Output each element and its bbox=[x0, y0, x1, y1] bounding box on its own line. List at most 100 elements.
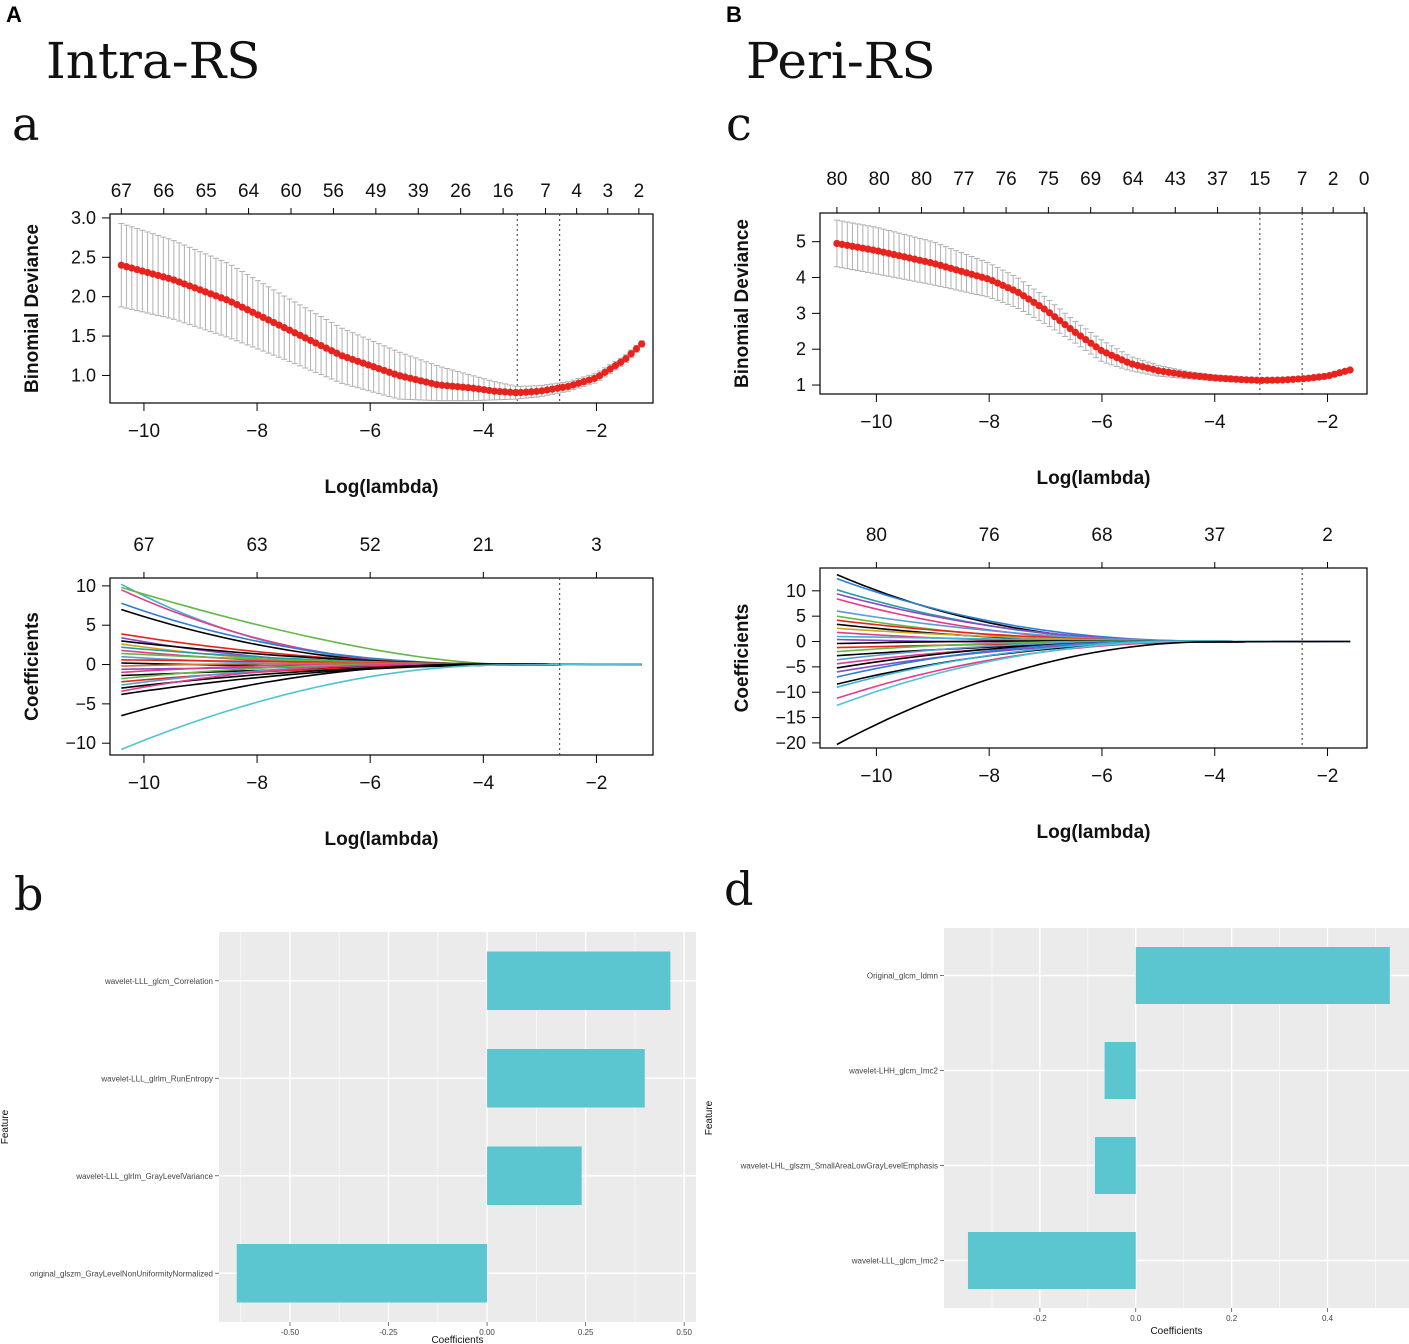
cv-point bbox=[1071, 328, 1079, 336]
title-intra-rs: Intra-RS bbox=[46, 32, 261, 90]
y-tick-label: 1.0 bbox=[71, 365, 96, 385]
cv-point bbox=[480, 386, 488, 394]
x-tick-label: −10 bbox=[128, 421, 160, 442]
coefficient-bar bbox=[487, 1146, 582, 1205]
y-tick-label: 2.5 bbox=[71, 247, 96, 267]
cv-point bbox=[1201, 373, 1209, 381]
coefficient-bar bbox=[1135, 947, 1390, 1004]
top-axis-label: 63 bbox=[246, 535, 267, 556]
cv-point bbox=[1190, 372, 1199, 380]
cv-point bbox=[1019, 292, 1028, 300]
cv-point bbox=[496, 387, 504, 396]
feature-label: Original_glcm_Idmn bbox=[867, 972, 938, 981]
x-tick-label: −6 bbox=[359, 773, 381, 794]
cv-point bbox=[522, 388, 530, 396]
feature-label: wavelet-LLL_glrlm_RunEntropy bbox=[100, 1074, 213, 1083]
cv-point bbox=[1092, 343, 1100, 351]
cv-point bbox=[1263, 376, 1271, 384]
chart-b-feature-coefficients: wavelet-LLL_glcm_Correlation wavelet-LLL_… bbox=[0, 932, 696, 1344]
top-axis-label: 80 bbox=[869, 169, 890, 190]
x-tick-label: -0.50 bbox=[281, 1328, 300, 1337]
x-axis-title: Log(lambda) bbox=[1037, 468, 1151, 489]
cv-point bbox=[1294, 375, 1302, 383]
top-axis-label: 16 bbox=[493, 181, 514, 202]
subpanel-label-d: d bbox=[724, 862, 753, 916]
y-tick-label: −10 bbox=[65, 733, 96, 753]
x-tick-label: −2 bbox=[586, 421, 608, 442]
cv-point bbox=[527, 388, 535, 396]
top-axis-label: 26 bbox=[450, 181, 471, 202]
cv-point bbox=[1030, 298, 1038, 306]
cv-point bbox=[622, 354, 630, 363]
x-tick-label: −8 bbox=[246, 421, 268, 442]
cv-point bbox=[1237, 375, 1245, 384]
x-tick-label: 0.0 bbox=[1130, 1314, 1142, 1323]
cv-point bbox=[1279, 376, 1287, 384]
top-axis-label: 76 bbox=[996, 169, 1017, 190]
coefficient-bar bbox=[1104, 1042, 1136, 1099]
subpanel-label-b: b bbox=[14, 867, 43, 921]
cv-point bbox=[469, 384, 478, 392]
cv-point bbox=[1045, 309, 1054, 317]
cv-point bbox=[1227, 375, 1235, 383]
x-tick-label: −4 bbox=[472, 773, 494, 794]
coefficient-bar bbox=[236, 1244, 488, 1303]
cv-point bbox=[1268, 376, 1276, 384]
x-axis-title: Coefficients bbox=[1150, 1326, 1202, 1337]
subpanel-label-a: a bbox=[12, 97, 39, 151]
cv-point bbox=[1299, 375, 1308, 383]
x-tick-label: 0.25 bbox=[578, 1328, 594, 1337]
top-axis-label: 69 bbox=[1080, 169, 1101, 190]
y-tick-label: 1.5 bbox=[71, 326, 96, 346]
cv-point bbox=[1051, 313, 1059, 321]
cv-point bbox=[606, 365, 614, 373]
feature-label: wavelet-LLL_glcm_Correlation bbox=[104, 977, 213, 986]
cv-point bbox=[1061, 320, 1069, 329]
top-axis-label: 60 bbox=[280, 181, 301, 202]
top-axis-label: 80 bbox=[866, 525, 887, 546]
y-tick-label: 0 bbox=[796, 632, 806, 652]
cv-point bbox=[454, 383, 462, 391]
y-tick-label: 10 bbox=[786, 581, 806, 601]
coefficient-bar bbox=[1095, 1137, 1136, 1194]
x-axis-title: Coefficients bbox=[431, 1335, 483, 1344]
top-axis-label: 68 bbox=[1091, 525, 1112, 546]
x-tick-label: −2 bbox=[1317, 412, 1339, 433]
y-tick-label: 2.0 bbox=[71, 287, 96, 307]
cv-point bbox=[1216, 374, 1225, 382]
y-tick-label: 5 bbox=[86, 615, 96, 635]
plot-frame bbox=[819, 212, 1368, 395]
top-axis-label: 56 bbox=[323, 181, 344, 202]
cv-point bbox=[1025, 295, 1033, 303]
x-tick-label: 0.4 bbox=[1322, 1314, 1334, 1323]
feature-label: wavelet-LHL_glszm_SmallAreaLowGrayLevelE… bbox=[740, 1162, 938, 1171]
cv-point bbox=[506, 388, 514, 396]
x-tick-label: −8 bbox=[978, 766, 1000, 787]
x-axis-title: Log(lambda) bbox=[325, 829, 439, 850]
cv-point bbox=[1232, 375, 1240, 383]
x-tick-label: −4 bbox=[472, 421, 494, 442]
x-tick-label: -0.2 bbox=[1033, 1314, 1047, 1323]
panel-label-A: A bbox=[6, 2, 22, 27]
plot-frame bbox=[109, 213, 654, 404]
cv-point bbox=[638, 340, 646, 348]
cv-point bbox=[1273, 376, 1282, 384]
top-axis-label: 2 bbox=[1322, 525, 1333, 546]
cv-point bbox=[1284, 376, 1292, 384]
x-tick-label: 0.50 bbox=[676, 1328, 692, 1337]
cv-point bbox=[485, 386, 493, 395]
chart-d-feature-coefficients: Original_glcm_Idmn wavelet-LHH_glcm_Imc2w… bbox=[704, 928, 1409, 1337]
cv-point bbox=[1258, 376, 1266, 384]
y-axis-title: Binomial Deviance bbox=[22, 224, 43, 393]
cv-point bbox=[459, 383, 467, 391]
y-tick-label: 4 bbox=[796, 268, 806, 288]
top-axis-label: 3 bbox=[591, 535, 602, 556]
top-axis-label: 64 bbox=[238, 181, 260, 202]
feature-label: wavelet-LLL_glcm_Imc2 bbox=[851, 1257, 939, 1266]
cv-point bbox=[1185, 371, 1193, 379]
coefficient-path bbox=[120, 663, 642, 751]
cv-point bbox=[475, 385, 483, 393]
top-axis-label: 64 bbox=[1122, 169, 1144, 190]
cv-point bbox=[1253, 376, 1261, 384]
